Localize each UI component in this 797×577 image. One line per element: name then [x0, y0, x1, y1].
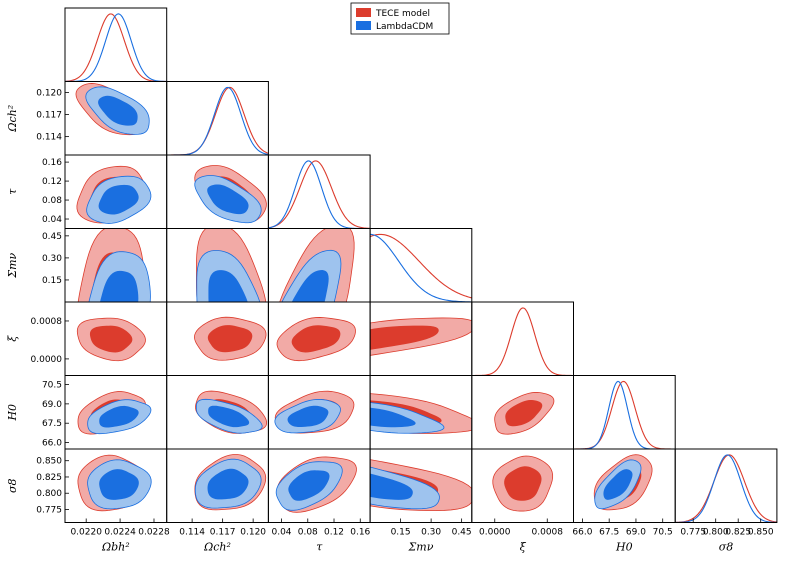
x-tick-label-omega_c: 0.120 [240, 528, 266, 538]
y-tick-label-omega_c: 0.114 [36, 133, 62, 143]
contour-68-lcdm-omega_b-H0 [99, 405, 139, 428]
x-tick-label-mnu: 0.30 [421, 528, 441, 538]
panel-frame-sigma8-marginal [674, 448, 778, 523]
panel-frame-xi-marginal [471, 301, 574, 376]
contour-68-lcdm-omega_c-tau [207, 184, 249, 215]
contour-68-lcdm-omega_b-tau [98, 184, 139, 215]
x-axis-label-mnu: Σmν [407, 541, 433, 554]
x-tick-label-omega_c: 0.114 [179, 528, 205, 538]
y-axis-label-sigma8: σ8 [6, 478, 19, 493]
x-tick-label-H0: 70.5 [653, 528, 673, 538]
y-tick-label-xi: 0.0000 [31, 355, 63, 365]
marginal-curve-tece-tau [268, 160, 371, 229]
x-tick-label-sigma8: 0.850 [748, 528, 774, 538]
y-tick-label-mnu: 0.45 [42, 232, 62, 242]
y-tick-label-H0: 67.5 [42, 419, 62, 429]
panel-frame-H0-marginal [573, 375, 676, 450]
y-tick-label-mnu: 0.30 [42, 254, 62, 264]
marginal-curve-tece-H0 [573, 380, 676, 449]
y-tick-label-mnu: 0.15 [42, 276, 62, 286]
y-tick-label-sigma8: 0.775 [36, 505, 62, 515]
legend-label-tece: TECE model [375, 9, 430, 19]
x-axis-label-omega_c: Ωch² [203, 541, 231, 554]
y-tick-label-omega_c: 0.120 [36, 89, 62, 99]
contour-68-tece-xi-H0 [505, 400, 543, 427]
x-tick-label-omega_b: 0.0228 [138, 528, 170, 538]
contour-68-lcdm-mnu-sigma8 [370, 473, 413, 500]
y-tick-label-sigma8: 0.850 [36, 457, 62, 467]
y-axis-label-mnu: Σmν [6, 252, 19, 278]
x-axis-label-sigma8: σ8 [719, 541, 734, 554]
y-tick-label-tau: 0.04 [42, 215, 62, 225]
y-axis-label-xi: ξ [6, 335, 19, 342]
legend-swatch-lcdm [356, 21, 371, 30]
marginal-curve-lcdm-mnu [370, 233, 472, 302]
y-tick-label-H0: 66.0 [42, 439, 62, 449]
y-tick-label-sigma8: 0.800 [36, 489, 62, 499]
x-tick-label-omega_b: 0.0220 [70, 528, 102, 538]
contour-68-tece-omega_c-xi [207, 325, 253, 353]
contour-68-lcdm-omega_b-omega_c [98, 95, 138, 126]
legend-swatch-tece [356, 8, 371, 17]
y-axis-label-omega_c: Ωch² [6, 105, 19, 133]
marginal-curve-lcdm-omega_c [166, 86, 269, 155]
x-tick-label-omega_c: 0.117 [210, 528, 236, 538]
x-tick-label-sigma8: 0.800 [703, 528, 729, 538]
x-tick-label-H0: 67.5 [599, 528, 619, 538]
y-tick-label-tau: 0.08 [42, 196, 62, 206]
y-axis-label-H0: H0 [6, 404, 19, 422]
x-tick-label-xi: 0.0008 [532, 528, 564, 538]
x-axis-label-tau: τ [316, 541, 323, 554]
marginal-curve-lcdm-tau [268, 160, 371, 229]
panel-frame-mnu-marginal [369, 228, 473, 303]
x-tick-label-xi: 0.0000 [479, 528, 511, 538]
y-tick-label-tau: 0.12 [42, 177, 62, 187]
contour-68-lcdm-H0-sigma8 [603, 469, 633, 500]
y-axis-label-tau: τ [6, 188, 19, 195]
y-tick-label-sigma8: 0.825 [36, 473, 62, 483]
x-tick-label-mnu: 0.15 [391, 528, 411, 538]
x-axis-label-H0: H0 [615, 541, 633, 554]
y-tick-label-xi: 0.0008 [31, 317, 63, 327]
contour-68-lcdm-omega_c-mnu [208, 270, 248, 302]
contour-68-tece-mnu-xi [370, 325, 439, 350]
contour-68-lcdm-omega_c-sigma8 [207, 468, 249, 500]
contour-68-tece-xi-sigma8 [504, 466, 542, 501]
contour-68-lcdm-tau-mnu [291, 270, 329, 302]
marginal-curve-tece-mnu [370, 233, 472, 299]
x-tick-label-sigma8: 0.825 [725, 528, 751, 538]
x-tick-label-omega_b: 0.0224 [104, 528, 136, 538]
marginal-curve-lcdm-H0 [573, 380, 676, 449]
x-tick-label-mnu: 0.45 [452, 528, 472, 538]
legend-label-lcdm: LambdaCDM [376, 22, 433, 32]
y-tick-label-H0: 70.5 [42, 381, 62, 391]
x-tick-label-H0: 69.0 [626, 528, 646, 538]
y-tick-label-tau: 0.16 [42, 158, 62, 168]
marginal-curve-lcdm-omega_b [65, 13, 167, 82]
x-tick-label-sigma8: 0.775 [680, 528, 706, 538]
contour-68-lcdm-omega_c-H0 [208, 405, 250, 428]
contour-68-lcdm-omega_b-sigma8 [99, 469, 139, 500]
marginal-curve-tece-sigma8 [675, 454, 777, 523]
contour-68-lcdm-tau-sigma8 [288, 470, 330, 501]
contour-68-lcdm-mnu-H0 [370, 407, 416, 428]
marginal-curve-tece-omega_b [65, 13, 167, 82]
x-tick-label-tau: 0.12 [324, 528, 344, 538]
x-axis-label-xi: ξ [520, 541, 527, 554]
marginal-curve-lcdm-sigma8 [675, 454, 777, 523]
x-tick-label-tau: 0.08 [298, 528, 318, 538]
x-tick-label-tau: 0.16 [350, 528, 370, 538]
contour-68-tece-omega_b-xi [89, 325, 133, 353]
x-tick-label-H0: 66.0 [572, 528, 592, 538]
x-tick-label-tau: 0.04 [271, 528, 291, 538]
x-axis-label-omega_b: Ωbh² [101, 541, 130, 554]
contour-68-tece-tau-xi [291, 325, 341, 353]
y-tick-label-omega_c: 0.117 [36, 111, 62, 121]
contour-68-lcdm-tau-H0 [287, 405, 329, 428]
y-tick-label-H0: 69.0 [42, 400, 62, 410]
marginal-curve-tece-xi [471, 307, 574, 376]
contour-68-lcdm-omega_b-mnu [99, 270, 139, 302]
